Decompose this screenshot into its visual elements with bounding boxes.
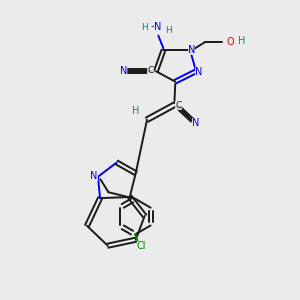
Text: N: N (90, 171, 98, 181)
Text: N: N (120, 66, 127, 76)
Text: C: C (176, 100, 182, 109)
Text: O: O (226, 37, 234, 46)
Text: H: H (132, 106, 140, 116)
Text: H: H (141, 23, 148, 32)
Text: N: N (188, 44, 195, 55)
Text: -: - (237, 40, 240, 46)
Text: -: - (150, 21, 154, 31)
Text: H: H (165, 26, 172, 35)
Text: H: H (238, 36, 245, 46)
Text: Cl: Cl (137, 241, 146, 251)
Text: N: N (192, 118, 200, 128)
Text: N: N (195, 68, 203, 77)
Text: N: N (154, 22, 161, 32)
Text: C: C (148, 66, 154, 75)
